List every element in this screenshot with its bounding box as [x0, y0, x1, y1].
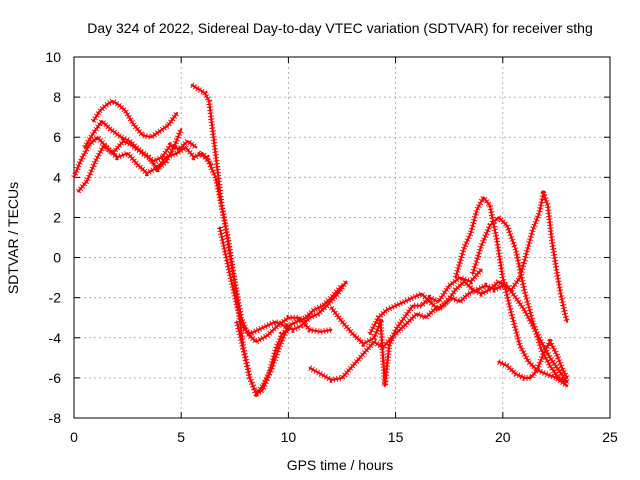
y-tick-label: 10: [45, 49, 61, 65]
x-tick-label: 20: [495, 429, 511, 445]
series-track-c: [92, 99, 178, 139]
y-axis-label: SDTVAR / TECUs: [5, 182, 21, 294]
y-tick-label: 6: [53, 129, 61, 145]
y-tick-label: -2: [49, 290, 62, 306]
y-tick-label: 0: [53, 250, 61, 266]
plot-frame: [73, 56, 611, 419]
series-track-i: [308, 284, 504, 381]
x-tick-labels: 0 5 10 15 20 25: [70, 429, 618, 445]
y-tick-label: 8: [53, 89, 61, 105]
series-track-h: [235, 320, 290, 395]
series-track-o: [501, 192, 569, 323]
y-tick-labels: -8 -6 -4 -2 0 2 4 6 8 10: [45, 49, 61, 426]
series-track-g: [218, 226, 348, 335]
x-tick-label: 10: [281, 429, 297, 445]
y-tick-label: -6: [49, 370, 62, 386]
series-track-f: [197, 152, 344, 395]
series-track-e: [190, 83, 333, 343]
axis-ticks: [73, 56, 611, 419]
x-tick-label: 5: [177, 429, 185, 445]
x-axis-label: GPS time / hours: [287, 457, 394, 473]
x-tick-label: 0: [70, 429, 78, 445]
data-series: [71, 82, 571, 397]
chart-title: Day 324 of 2022, Sidereal Day-to-day VTE…: [87, 20, 593, 36]
series-track-n: [497, 340, 569, 379]
y-tick-label: -4: [49, 330, 62, 346]
x-tick-label: 25: [602, 429, 618, 445]
series-track-l: [454, 196, 569, 387]
x-tick-label: 15: [388, 429, 404, 445]
series-track-m: [471, 216, 569, 383]
series-track-j: [330, 268, 483, 387]
y-tick-label: 2: [53, 209, 61, 225]
series-track-a: [72, 136, 213, 179]
y-tick-label: 4: [53, 169, 61, 185]
series-track-d: [83, 120, 183, 171]
y-tick-label: -8: [49, 410, 62, 426]
